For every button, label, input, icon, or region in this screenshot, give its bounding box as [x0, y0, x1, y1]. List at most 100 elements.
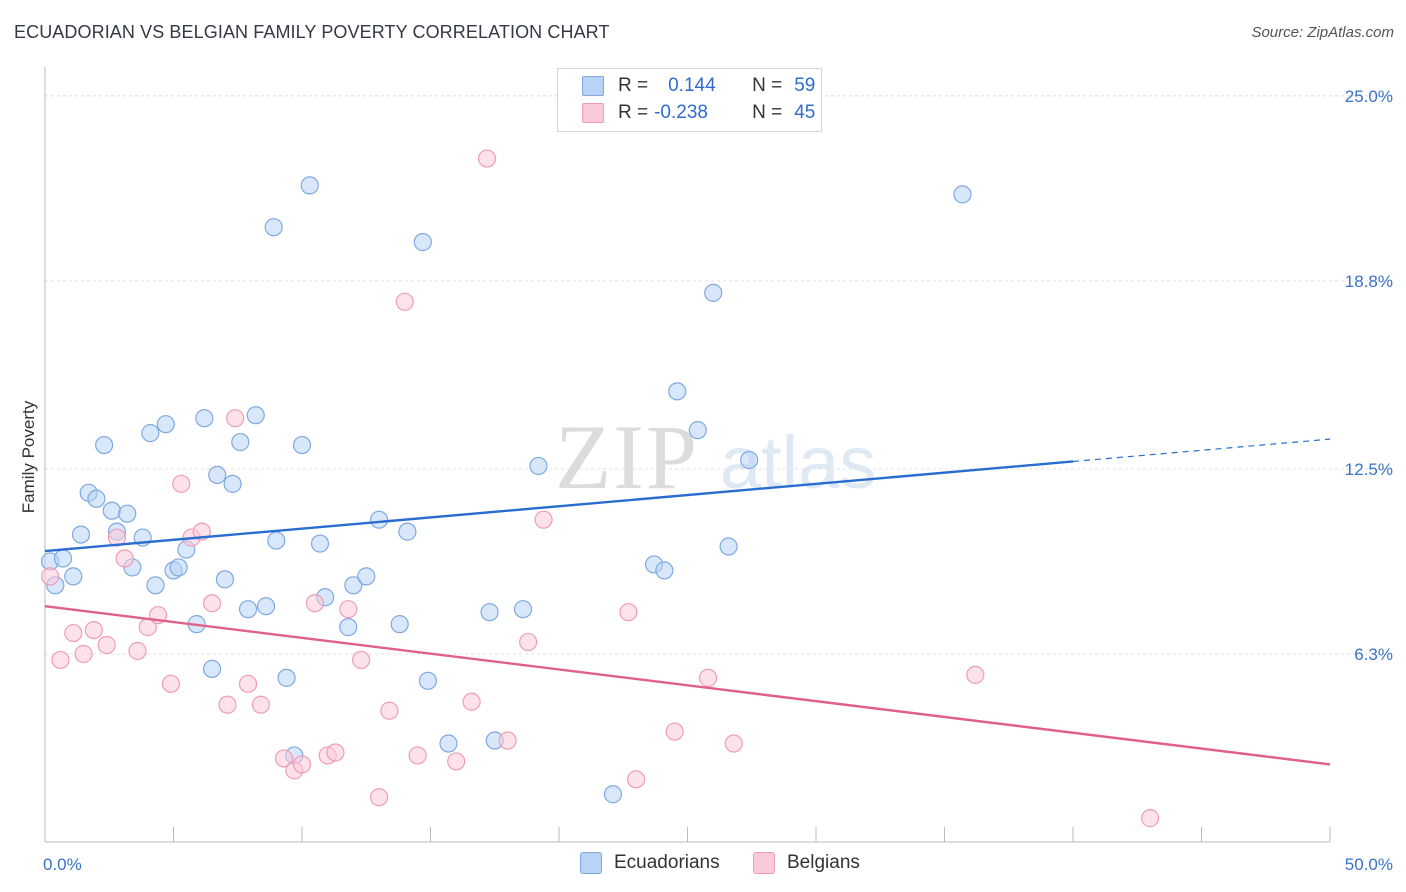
belgian-point — [626, 770, 646, 789]
ecuadorian-point — [398, 522, 417, 541]
y-axis-label: Family Poverty — [19, 400, 38, 513]
y-tick-label: 6.3% — [1354, 645, 1393, 664]
belgian-point — [107, 528, 127, 547]
belgian-point — [161, 674, 181, 693]
ecuadorian-point — [953, 185, 972, 204]
legend-label-ecuadorians: Ecuadorians — [614, 852, 720, 873]
ecuadorian-point — [95, 435, 114, 455]
belgian-point — [395, 292, 414, 311]
ecuadorian-point — [87, 489, 106, 508]
ecuadorian-point — [71, 525, 91, 544]
ecuadorian-point — [513, 600, 533, 619]
legend-n-value: 45 — [794, 102, 816, 123]
legend-n-label: N = — [752, 75, 783, 96]
ecuadorian-point — [277, 668, 296, 687]
legend-n-value: 59 — [794, 75, 816, 96]
ecuadorian-point — [246, 406, 265, 425]
ecuadorian-point — [169, 558, 188, 577]
belgian-point — [172, 474, 191, 493]
ecuadorian-point — [300, 176, 319, 195]
belgian-point — [380, 701, 399, 720]
ecuadorian-point — [740, 450, 759, 470]
axes — [44, 67, 1331, 843]
legend-n-label: N = — [752, 102, 783, 123]
ecuadorian-point — [655, 561, 674, 580]
belgian-point — [619, 603, 638, 622]
belgian-point — [519, 632, 538, 652]
ecuadorian-point — [223, 474, 242, 493]
trend-lines — [44, 438, 1331, 766]
ecuadorian-point — [264, 218, 283, 237]
ecuadorian-point — [310, 534, 330, 553]
ecuadorian-point — [344, 576, 363, 595]
chart-title: ECUADORIAN VS BELGIAN FAMILY POVERTY COR… — [14, 22, 610, 42]
belgian-point — [292, 755, 312, 774]
pink-swatch-icon — [582, 103, 604, 123]
legend-label-belgians: Belgians — [787, 852, 860, 873]
watermark-zip: ZIP — [555, 406, 699, 508]
belgian-point — [326, 743, 345, 762]
legend-r-label: R = — [618, 75, 649, 96]
ecuadorian-point — [208, 465, 227, 485]
belgian-point — [534, 510, 553, 529]
ecuadorian-point — [195, 409, 214, 428]
belgian-point — [339, 600, 358, 619]
ecuadorian-trend-line — [44, 460, 1074, 553]
y-tick-label: 25.0% — [1345, 87, 1393, 106]
belgian-point — [274, 749, 294, 768]
ecuadorian-point — [719, 537, 738, 556]
legend-item-ecuadorians[interactable]: Ecuadorians — [580, 852, 720, 874]
y-tick-label: 12.5% — [1345, 460, 1393, 479]
ecuadorian-point — [231, 432, 250, 452]
legend-row-belgians: R = -0.238 N = 45 — [582, 101, 815, 125]
belgian-point — [966, 665, 985, 684]
ecuadorian-point — [704, 283, 723, 302]
belgian-point — [408, 746, 427, 765]
ecuadorian-point — [146, 576, 165, 595]
watermark: ZIP atlas — [555, 406, 876, 508]
belgian-point — [698, 668, 718, 687]
belgian-point — [724, 734, 743, 753]
ecuadorian-point — [256, 597, 276, 616]
belgian-point — [665, 722, 684, 741]
x-tick-label: 0.0% — [43, 855, 82, 874]
belgian-point — [74, 644, 93, 664]
belgian-point — [477, 149, 497, 168]
ecuadorian-point — [339, 618, 358, 637]
blue-swatch-icon — [580, 852, 602, 874]
legend-r-value: 0.144 — [668, 75, 716, 96]
belgian-point — [202, 594, 222, 613]
legend-item-belgians[interactable]: Belgians — [753, 852, 860, 874]
ecuadorian-point — [118, 504, 137, 523]
belgian-point — [352, 650, 371, 670]
pink-swatch-icon — [753, 852, 775, 874]
ecuadorian-point — [156, 415, 175, 434]
grid-lines — [45, 95, 1392, 655]
ecuadorian-point — [418, 671, 438, 690]
belgian-point — [498, 731, 517, 750]
correlation-legend: R = 0.144 N = 59 R = -0.238 N = 45 — [557, 68, 822, 132]
belgian-point — [238, 674, 258, 693]
ecuadorian-point — [202, 659, 222, 678]
ecuadorian-point — [668, 382, 687, 401]
ecuadorian-trend-extension — [1072, 438, 1331, 463]
ecuadorian-point — [238, 600, 258, 619]
legend-r-label: R = — [618, 102, 649, 123]
x-tick-label: 50.0% — [1345, 855, 1393, 874]
belgian-point — [370, 788, 389, 807]
source-label: Source: ZipAtlas.com — [1251, 24, 1394, 41]
ecuadorian-point — [688, 421, 707, 440]
belgian-point — [64, 623, 83, 643]
belgian-point — [226, 409, 245, 428]
ecuadorian-point — [370, 510, 389, 529]
ecuadorian-point — [357, 567, 376, 586]
legend-r-value: -0.238 — [654, 102, 708, 123]
belgian-point — [128, 641, 147, 661]
ecuadorian-point — [529, 456, 548, 476]
ecuadorian-point — [413, 233, 432, 252]
ecuadorian-point — [439, 734, 458, 753]
belgian-point — [97, 635, 116, 655]
y-tick-label: 18.8% — [1345, 272, 1393, 291]
ecuadorian-point — [267, 531, 286, 550]
